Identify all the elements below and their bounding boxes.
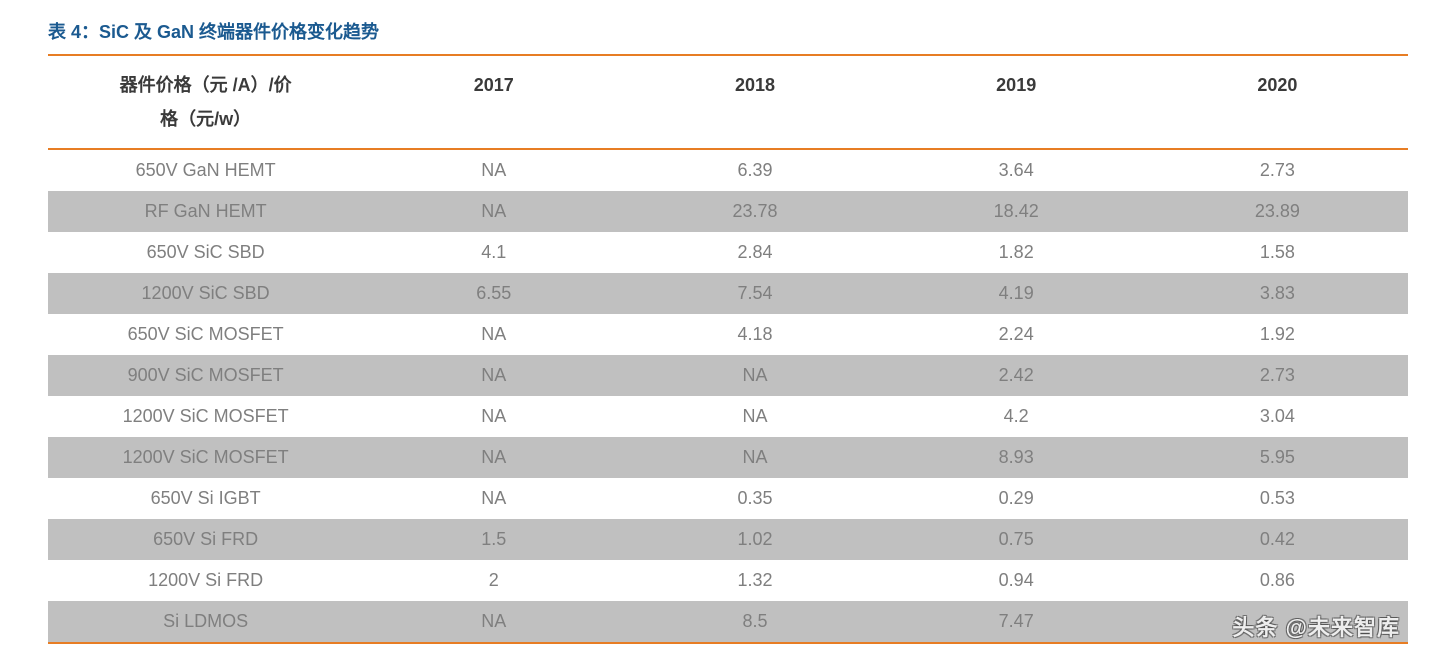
table-row: 1200V SiC SBD6.557.544.193.83 bbox=[48, 273, 1408, 314]
cell-value: 3.04 bbox=[1147, 396, 1408, 437]
cell-value: 1.5 bbox=[363, 519, 624, 560]
row-label: 650V Si FRD bbox=[48, 519, 363, 560]
table-row: 650V Si IGBTNA0.350.290.53 bbox=[48, 478, 1408, 519]
cell-value: 0.53 bbox=[1147, 478, 1408, 519]
cell-value: 4.2 bbox=[886, 396, 1147, 437]
cell-value: 5.95 bbox=[1147, 437, 1408, 478]
cell-value: 2.73 bbox=[1147, 355, 1408, 396]
col-header-device-line1: 器件价格（元 /A）/价 bbox=[120, 75, 292, 95]
cell-value: NA bbox=[363, 191, 624, 232]
cell-value: NA bbox=[363, 437, 624, 478]
cell-value: NA bbox=[363, 478, 624, 519]
cell-value: NA bbox=[624, 355, 885, 396]
table-row: 650V Si FRD1.51.020.750.42 bbox=[48, 519, 1408, 560]
cell-value: 23.78 bbox=[624, 191, 885, 232]
table-row: Si LDMOSNA8.57.47 bbox=[48, 601, 1408, 643]
cell-value: 2.24 bbox=[886, 314, 1147, 355]
row-label: 1200V SiC MOSFET bbox=[48, 437, 363, 478]
col-header-2018: 2018 bbox=[624, 55, 885, 149]
table-row: RF GaN HEMTNA23.7818.4223.89 bbox=[48, 191, 1408, 232]
col-header-device-line2: 格（元/w） bbox=[160, 109, 251, 129]
table-row: 650V SiC MOSFETNA4.182.241.92 bbox=[48, 314, 1408, 355]
cell-value: 1.92 bbox=[1147, 314, 1408, 355]
cell-value: NA bbox=[363, 355, 624, 396]
cell-value: 0.35 bbox=[624, 478, 885, 519]
cell-value: 1.58 bbox=[1147, 232, 1408, 273]
cell-value: 18.42 bbox=[886, 191, 1147, 232]
table-row: 1200V SiC MOSFETNANA4.23.04 bbox=[48, 396, 1408, 437]
row-label: 650V SiC SBD bbox=[48, 232, 363, 273]
cell-value: NA bbox=[363, 396, 624, 437]
cell-value: 2.73 bbox=[1147, 149, 1408, 191]
row-label: 1200V SiC MOSFET bbox=[48, 396, 363, 437]
cell-value: 1.32 bbox=[624, 560, 885, 601]
table-row: 1200V SiC MOSFETNANA8.935.95 bbox=[48, 437, 1408, 478]
row-label: 650V GaN HEMT bbox=[48, 149, 363, 191]
col-header-2019: 2019 bbox=[886, 55, 1147, 149]
col-header-device: 器件价格（元 /A）/价 格（元/w） bbox=[48, 55, 363, 149]
row-label: 650V SiC MOSFET bbox=[48, 314, 363, 355]
row-label: Si LDMOS bbox=[48, 601, 363, 643]
table-row: 650V SiC SBD4.12.841.821.58 bbox=[48, 232, 1408, 273]
cell-value: 8.5 bbox=[624, 601, 885, 643]
table-header-row: 器件价格（元 /A）/价 格（元/w） 2017 2018 2019 2020 bbox=[48, 55, 1408, 149]
cell-value: 4.18 bbox=[624, 314, 885, 355]
table-row: 1200V Si FRD21.320.940.86 bbox=[48, 560, 1408, 601]
cell-value: 2.84 bbox=[624, 232, 885, 273]
price-trend-table: 器件价格（元 /A）/价 格（元/w） 2017 2018 2019 2020 … bbox=[48, 54, 1408, 644]
cell-value: 3.83 bbox=[1147, 273, 1408, 314]
row-label: 1200V SiC SBD bbox=[48, 273, 363, 314]
cell-value: 0.42 bbox=[1147, 519, 1408, 560]
table-row: 900V SiC MOSFETNANA2.422.73 bbox=[48, 355, 1408, 396]
cell-value: NA bbox=[624, 396, 885, 437]
cell-value: 6.39 bbox=[624, 149, 885, 191]
cell-value: 4.1 bbox=[363, 232, 624, 273]
cell-value: 1.82 bbox=[886, 232, 1147, 273]
cell-value: 0.29 bbox=[886, 478, 1147, 519]
cell-value bbox=[1147, 601, 1408, 643]
table-title: 表 4：SiC 及 GaN 终端器件价格变化趋势 bbox=[48, 18, 1408, 44]
cell-value: 4.19 bbox=[886, 273, 1147, 314]
cell-value: 7.47 bbox=[886, 601, 1147, 643]
cell-value: 1.02 bbox=[624, 519, 885, 560]
cell-value: 7.54 bbox=[624, 273, 885, 314]
cell-value: NA bbox=[363, 601, 624, 643]
cell-value: NA bbox=[624, 437, 885, 478]
cell-value: 3.64 bbox=[886, 149, 1147, 191]
cell-value: 6.55 bbox=[363, 273, 624, 314]
row-label: 650V Si IGBT bbox=[48, 478, 363, 519]
cell-value: 0.94 bbox=[886, 560, 1147, 601]
cell-value: 2.42 bbox=[886, 355, 1147, 396]
row-label: RF GaN HEMT bbox=[48, 191, 363, 232]
cell-value: 8.93 bbox=[886, 437, 1147, 478]
col-header-2017: 2017 bbox=[363, 55, 624, 149]
cell-value: 2 bbox=[363, 560, 624, 601]
cell-value: NA bbox=[363, 314, 624, 355]
table-row: 650V GaN HEMTNA6.393.642.73 bbox=[48, 149, 1408, 191]
cell-value: 0.86 bbox=[1147, 560, 1408, 601]
row-label: 900V SiC MOSFET bbox=[48, 355, 363, 396]
cell-value: 0.75 bbox=[886, 519, 1147, 560]
col-header-2020: 2020 bbox=[1147, 55, 1408, 149]
cell-value: 23.89 bbox=[1147, 191, 1408, 232]
cell-value: NA bbox=[363, 149, 624, 191]
row-label: 1200V Si FRD bbox=[48, 560, 363, 601]
